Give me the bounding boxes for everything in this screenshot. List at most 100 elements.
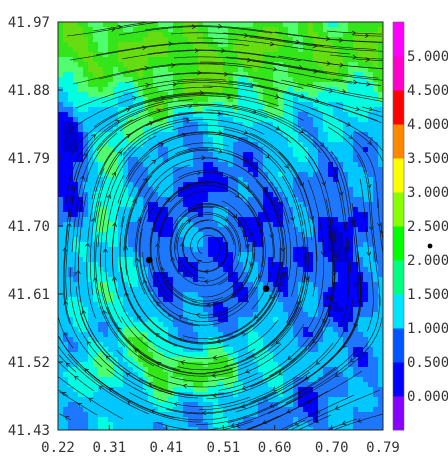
streamline-arrow [196,170,202,176]
streamline-arrow [314,418,319,423]
streamline-arrow [379,229,383,234]
streamline-arrow [321,181,326,186]
streamline-arrow [117,24,122,30]
streamline-arrow [297,389,303,395]
streamline-arrow [218,130,223,135]
streamline-arrow [182,383,188,389]
streamlines [58,22,383,430]
streamline-arrow [191,24,197,30]
streamline-arrow [211,373,217,378]
y-tick-label: 41.61 [8,287,50,303]
streamline-arrow [65,362,71,367]
streamline [66,22,161,37]
y-tick-label: 41.79 [8,151,50,167]
streamline-arrow [328,88,334,94]
streamline-arrow [151,226,156,231]
streamline-arrow [241,403,246,409]
streamline-arrow [204,269,209,274]
streamline-arrow [351,30,357,36]
streamline-arrow [218,23,223,29]
streamline-arrow [377,222,382,228]
streamline-arrow [341,89,347,94]
streamline-arrow [63,300,69,306]
colorbar-dot-marker [427,243,433,249]
streamline [280,79,383,102]
streamline [248,36,383,52]
streamline-arrow [315,360,321,365]
streamline-arrow [334,405,340,410]
colorbar-segment [393,124,404,159]
colorbar-segment [393,396,404,431]
streamline [334,413,383,430]
streamline [58,361,95,392]
streamline-arrow [112,276,117,281]
streamline-arrow [61,392,67,397]
streamline-arrow [204,279,209,284]
streamline-arrow [365,57,370,63]
streamline-arrow [88,398,94,403]
streamline-arrow [156,108,161,114]
streamline-arrow [106,194,112,199]
streamline-arrow [216,339,221,344]
streamline [326,30,382,35]
streamline-arrow [304,375,310,380]
streamline-arrow [74,375,79,381]
colorbar-segment [393,362,404,397]
y-tick-label: 41.97 [8,15,50,31]
x-tick-label: 0.79 [366,440,400,456]
streamline-arrow [252,109,257,114]
streamline-arrow [87,340,92,346]
streamline-arrow [346,122,351,127]
streamline [361,106,382,113]
streamline-arrow [63,332,68,337]
streamline-arrow [124,291,129,297]
streamline-arrow [262,419,267,425]
streamline-arrow [320,142,325,148]
streamline-arrow [218,149,223,154]
streamline-arrow [155,333,160,338]
streamline-arrow [300,93,305,99]
streamline [58,389,69,397]
streamline-arrow [232,213,238,219]
colorbar-label: 4.000 [407,117,448,133]
streamline [221,420,254,430]
streamline [377,197,383,253]
colorbar-segment [393,260,404,295]
streamline [280,394,355,430]
streamline-arrow [366,184,372,189]
streamline-arrow [127,400,132,405]
streamline-arrow [168,41,173,47]
streamline-arrow [244,156,250,161]
streamline-arrow [149,121,154,126]
streamline [309,107,383,152]
streamline [58,376,124,420]
marker-point-2 [262,285,270,293]
streamline-arrow [151,159,157,164]
colorbar-segment [393,294,404,329]
colorbar-label: 2.500 [407,219,448,235]
streamline-arrow [117,151,123,156]
x-tick-label: 0.60 [258,440,292,456]
streamline-arrow [230,294,236,299]
streamline-arrow [265,153,270,159]
streamline-arrow [160,95,166,101]
streamline-arrow [274,94,280,99]
colorbar-frame [392,21,405,431]
streamline-arrow [334,372,340,377]
streamline-arrow [111,171,116,177]
streamline-arrow [160,267,166,272]
streamline-arrow [221,48,226,53]
streamline-arrow [91,217,96,223]
y-tick-label: 41.70 [8,219,50,235]
streamline-arrow [357,418,362,423]
colorbar-segment [393,192,404,227]
streamline-arrow [322,318,327,324]
streamline-arrow [290,216,295,222]
streamline-arrow [350,219,355,225]
streamline-arrow [134,257,140,262]
streamline-arrow [353,79,358,85]
streamline-arrow [246,57,252,63]
streamline-arrow [180,360,186,365]
streamline-arrow [125,133,131,139]
colorbar-segment [393,328,404,363]
